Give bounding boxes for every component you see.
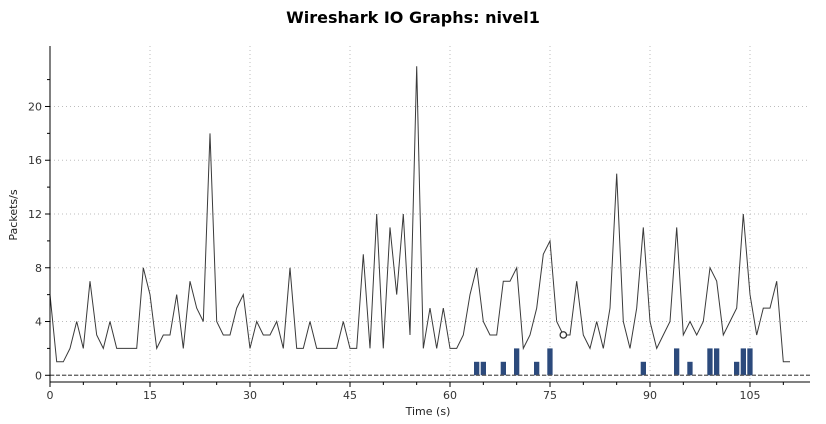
bar: [480, 361, 486, 376]
y-tick-label: 0: [35, 369, 42, 382]
x-tick-label: 15: [143, 389, 157, 402]
bar: [500, 361, 506, 376]
bar: [740, 348, 746, 376]
bar: [534, 361, 540, 376]
chart-title: Wireshark IO Graphs: nivel1: [286, 8, 540, 27]
x-tick-label: 105: [740, 389, 761, 402]
y-axis-label: Packets/s: [7, 189, 20, 240]
x-tick-label: 90: [643, 389, 657, 402]
x-tick-label: 45: [343, 389, 357, 402]
x-tick-label: 30: [243, 389, 257, 402]
bar: [547, 348, 553, 376]
bar: [514, 348, 520, 376]
bar: [474, 361, 480, 376]
y-tick-label: 12: [28, 208, 42, 221]
x-ticks: 0 15 30 45 60 75 90 105: [47, 382, 784, 402]
y-ticks: 0 4 8 12 16 20: [28, 79, 50, 382]
y-tick-label: 20: [28, 100, 42, 113]
bar-series: [474, 348, 753, 376]
bar: [674, 348, 680, 376]
bar: [687, 361, 693, 376]
selection-marker[interactable]: [559, 331, 568, 339]
y-tick-label: 8: [35, 262, 42, 275]
bar: [640, 361, 646, 376]
y-tick-label: 4: [35, 316, 42, 329]
x-tick-label: 60: [443, 389, 457, 402]
bar: [747, 348, 753, 376]
line-series: [49, 66, 790, 363]
x-tick-label: 75: [543, 389, 557, 402]
bar: [707, 348, 713, 376]
y-tick-label: 16: [28, 154, 42, 167]
bar: [714, 348, 720, 376]
x-axis-label: Time (s): [405, 405, 451, 418]
x-tick-label: 0: [47, 389, 54, 402]
grid: [49, 46, 810, 382]
bar: [734, 361, 740, 376]
